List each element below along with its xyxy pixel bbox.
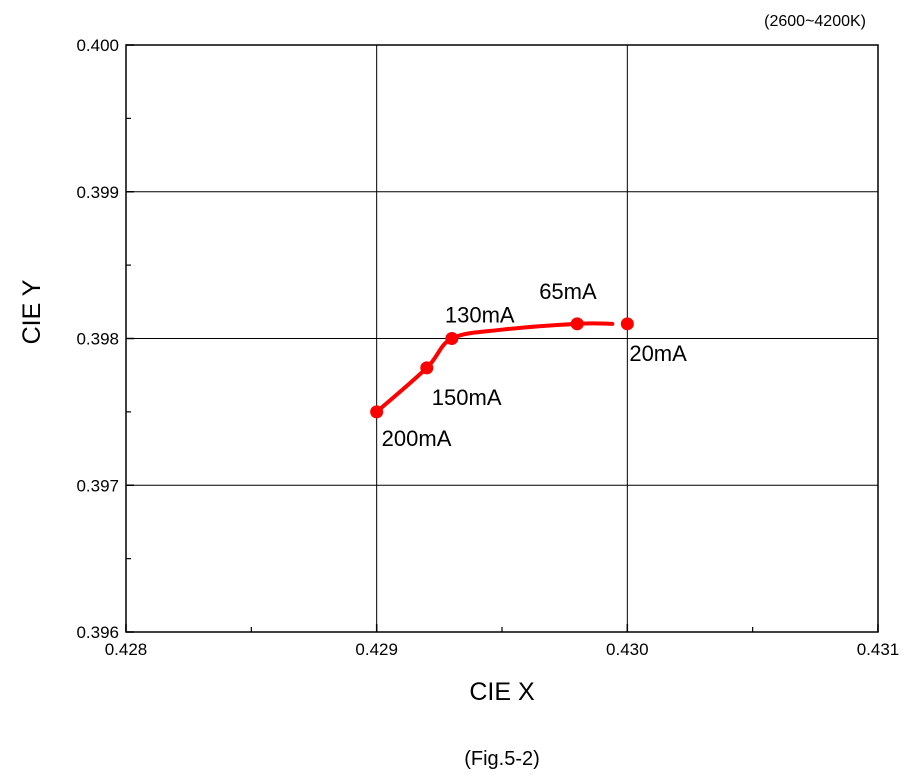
- y-tick-label: 0.397: [76, 476, 119, 495]
- x-tick-label: 0.429: [355, 640, 398, 659]
- point-labels: 200mA 150mA 130mA 65mA 20mA: [382, 279, 687, 451]
- y-tick-label: 0.399: [76, 183, 119, 202]
- y-tick-label: 0.396: [76, 623, 119, 642]
- data-point: [445, 332, 459, 345]
- grid-lines: [125, 44, 879, 633]
- data-point: [370, 405, 384, 419]
- x-tick-label: 0.428: [105, 640, 148, 659]
- y-tick-label: 0.398: [76, 330, 119, 349]
- data-points: [370, 317, 634, 419]
- point-label: 150mA: [432, 385, 502, 410]
- point-label: 20mA: [629, 341, 687, 366]
- y-tick-label: 0.400: [76, 36, 119, 55]
- plot-frame: [125, 44, 879, 633]
- x-tick-label: 0.430: [606, 640, 649, 659]
- point-label: 130mA: [445, 303, 515, 328]
- x-tick-label: 0.431: [857, 640, 900, 659]
- point-label: 65mA: [539, 279, 597, 304]
- y-tick-labels: 0.396 0.397 0.398 0.399 0.400: [76, 36, 119, 642]
- x-tick-labels: 0.428 0.429 0.430 0.431: [105, 640, 900, 659]
- data-point: [420, 361, 434, 375]
- figure-caption: (Fig.5-2): [464, 748, 540, 770]
- x-axis-label: CIE X: [469, 678, 535, 706]
- temperature-range-note: (2600~4200K): [764, 13, 866, 30]
- y-axis-label: CIE Y: [18, 279, 46, 344]
- minor-ticks: [126, 117, 754, 632]
- data-point: [570, 317, 584, 331]
- data-point: [620, 317, 634, 331]
- point-label: 200mA: [382, 426, 452, 451]
